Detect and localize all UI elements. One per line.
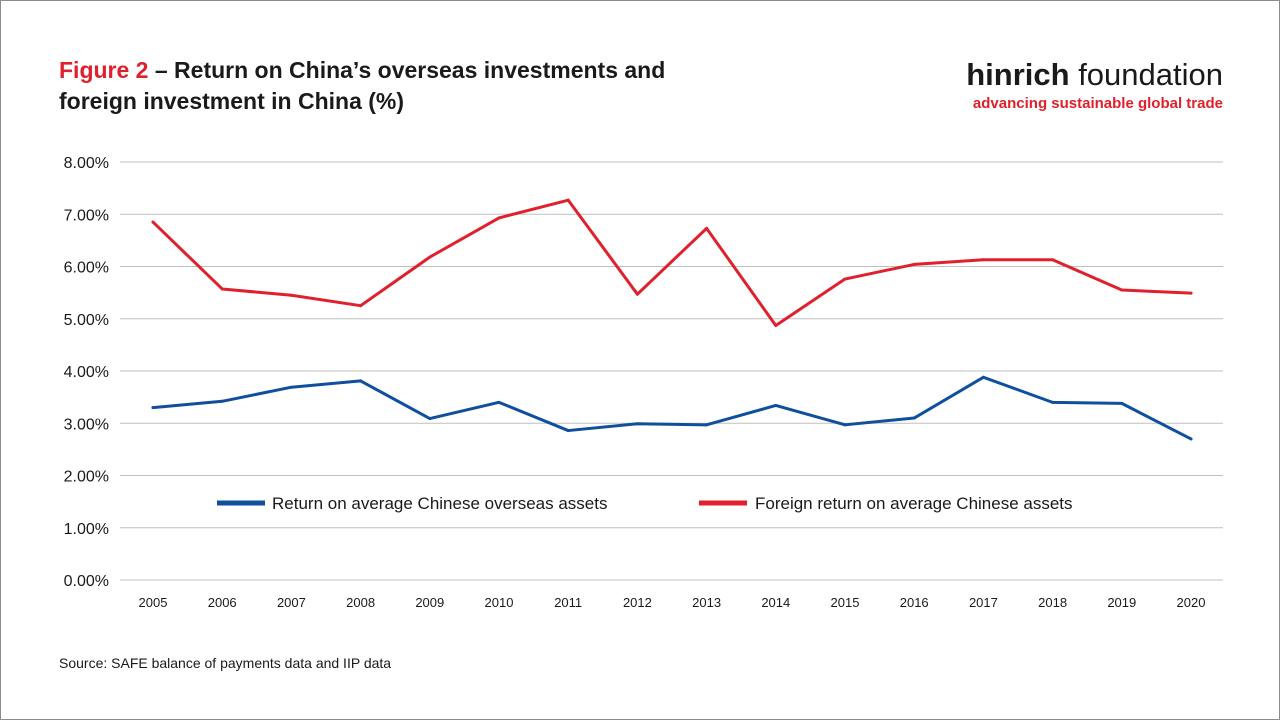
series-line-1 — [151, 375, 1193, 441]
logo-wordmark: hinrich foundation — [966, 57, 1223, 93]
data-point — [1189, 437, 1193, 441]
data-point — [220, 287, 224, 291]
title-separator: – — [154, 57, 168, 83]
data-point — [1051, 400, 1055, 404]
logo-word-foundation: foundation — [1078, 57, 1223, 92]
legend-label-2: Foreign return on average Chinese assets — [755, 494, 1073, 513]
x-tick-label: 2015 — [831, 595, 860, 610]
series-line-2 — [151, 198, 1193, 328]
y-tick-label: 2.00% — [64, 469, 109, 486]
data-point — [1120, 401, 1124, 405]
data-point — [566, 429, 570, 433]
data-point — [428, 255, 432, 259]
x-tick-label: 2010 — [485, 595, 514, 610]
data-point — [1189, 291, 1193, 295]
y-tick-label: 6.00% — [64, 260, 109, 277]
data-point — [774, 403, 778, 407]
data-point — [428, 417, 432, 421]
x-tick-label: 2017 — [969, 595, 998, 610]
source-note: Source: SAFE balance of payments data an… — [59, 655, 392, 671]
y-tick-label: 8.00% — [64, 155, 109, 172]
legend-label-1: Return on average Chinese overseas asset… — [272, 494, 607, 513]
data-point — [774, 324, 778, 328]
x-tick-label: 2011 — [554, 595, 582, 610]
data-point — [1051, 258, 1055, 262]
grid-lines — [120, 161, 1223, 581]
y-tick-label: 4.00% — [64, 364, 109, 381]
logo-word-hinrich: hinrich — [966, 57, 1070, 92]
title-line-2: foreign investment in China (%) — [59, 88, 405, 114]
x-tick-label: 2008 — [346, 595, 375, 610]
x-tick-label: 2018 — [1038, 595, 1067, 610]
data-point — [912, 262, 916, 266]
legend: Return on average Chinese overseas asset… — [217, 494, 1073, 513]
chart-title: Figure 2 – Return on China’s overseas in… — [59, 55, 665, 117]
y-tick-label: 0.00% — [64, 573, 109, 590]
data-point — [289, 385, 293, 389]
data-point — [220, 399, 224, 403]
data-point — [705, 226, 709, 230]
hinrich-foundation-logo: hinrich foundation advancing sustainable… — [966, 57, 1223, 112]
series-lines — [151, 198, 1193, 441]
x-tick-label: 2009 — [415, 595, 444, 610]
title-line-1: Return on China’s overseas investments a… — [174, 57, 666, 83]
data-point — [843, 423, 847, 427]
x-tick-label: 2007 — [277, 595, 306, 610]
figure-label: Figure 2 — [59, 57, 149, 83]
y-tick-label: 7.00% — [64, 207, 109, 224]
x-tick-label: 2006 — [208, 595, 237, 610]
data-point — [981, 375, 985, 379]
y-axis-tick-labels: 0.00% 1.00% 2.00% 3.00% 4.00% 5.00% 6.00% 7.00%… — [64, 155, 109, 590]
data-point — [705, 423, 709, 427]
data-point — [843, 277, 847, 281]
data-point — [635, 422, 639, 426]
data-point — [151, 406, 155, 410]
x-tick-label: 2013 — [692, 595, 721, 610]
data-point — [981, 258, 985, 262]
x-tick-label: 2019 — [1107, 595, 1136, 610]
x-tick-label: 2012 — [623, 595, 652, 610]
data-point — [497, 400, 501, 404]
data-point — [289, 293, 293, 297]
y-tick-label: 5.00% — [64, 312, 109, 329]
y-tick-label: 1.00% — [64, 521, 109, 538]
logo-tagline: advancing sustainable global trade — [972, 95, 1223, 112]
x-tick-label: 2005 — [139, 595, 168, 610]
y-tick-label: 3.00% — [64, 416, 109, 433]
data-point — [1120, 288, 1124, 292]
data-point — [912, 416, 916, 420]
x-tick-label: 2016 — [900, 595, 929, 610]
data-point — [566, 198, 570, 202]
x-tick-label: 2020 — [1177, 595, 1206, 610]
x-tick-label: 2014 — [761, 595, 790, 610]
data-point — [359, 379, 363, 383]
data-point — [151, 220, 155, 224]
data-point — [497, 216, 501, 220]
data-point — [359, 304, 363, 308]
data-point — [635, 292, 639, 296]
x-axis-tick-labels: 2005 2006 2007 2008 2009 2010 2011 2012 2013 2014… — [139, 595, 1206, 610]
